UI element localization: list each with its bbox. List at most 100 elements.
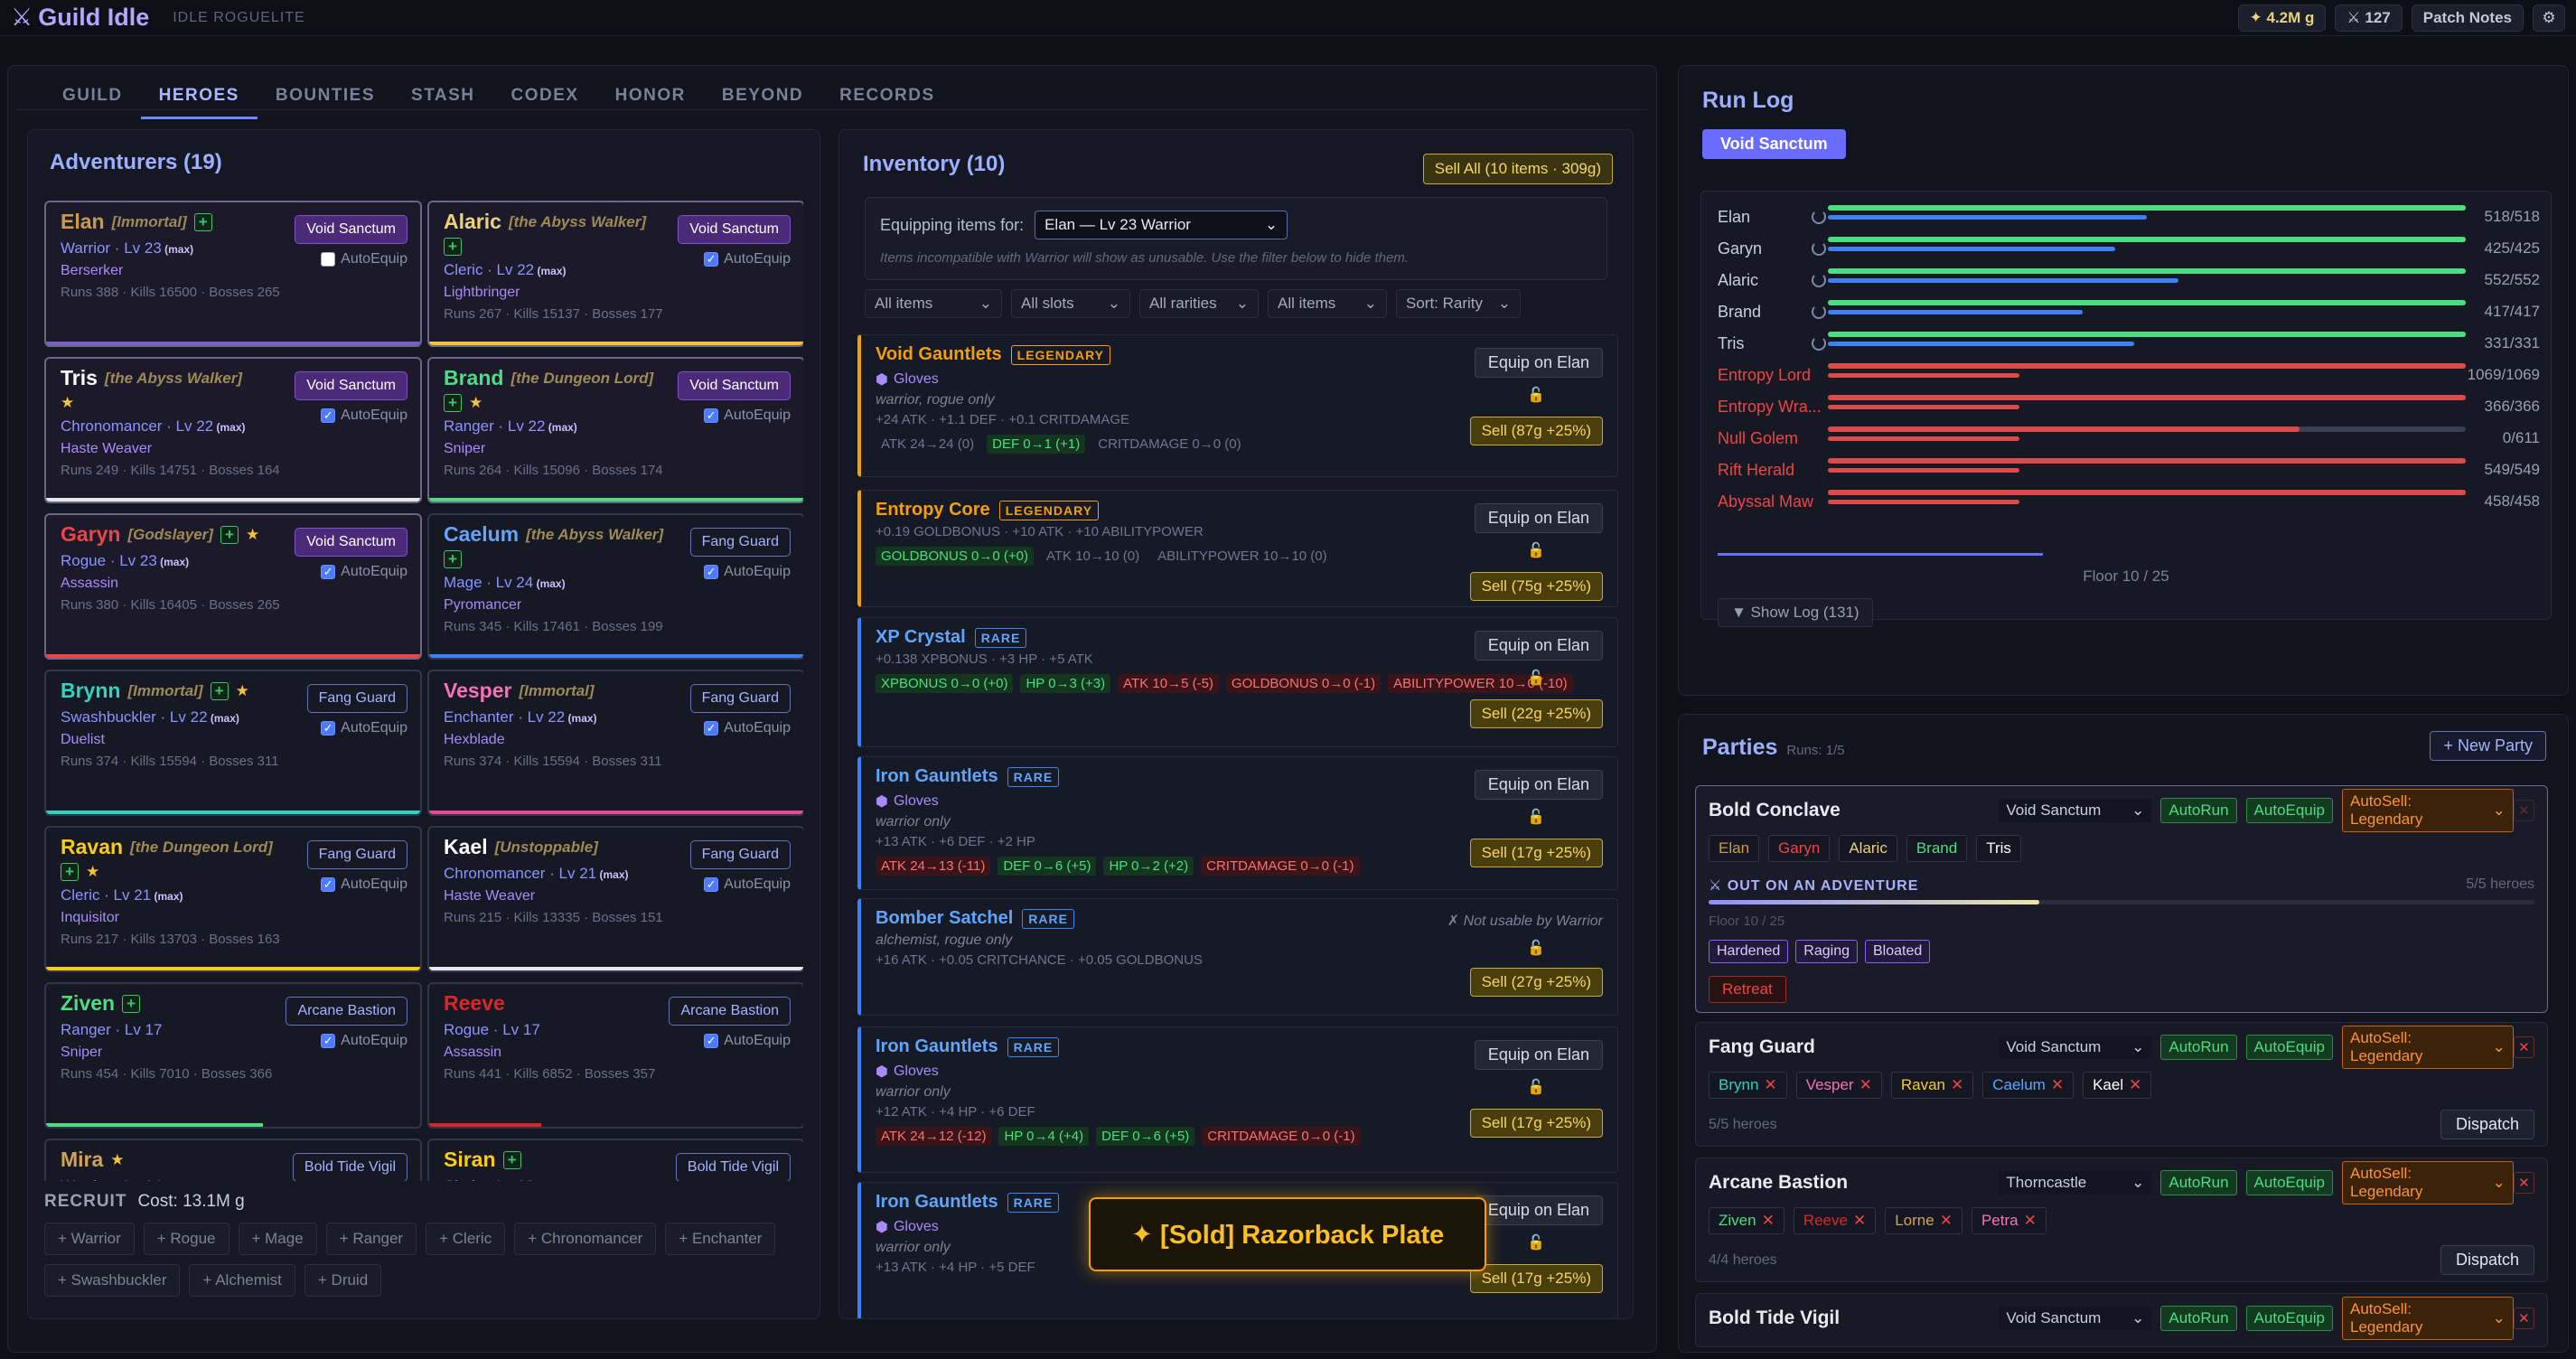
recruit-cleric-button[interactable]: + Cleric: [426, 1223, 506, 1255]
autoequip-toggle[interactable]: AutoEquip: [2245, 1170, 2333, 1195]
retreat-button[interactable]: Retreat: [1709, 976, 1786, 1003]
hero-card[interactable]: Mira★Warrior · Lv 14PaladinRuns 222 · Ki…: [44, 1139, 422, 1181]
dispatch-button[interactable]: Dispatch: [2440, 1245, 2534, 1275]
plus-icon[interactable]: +: [502, 1150, 521, 1169]
plus-icon[interactable]: +: [444, 238, 462, 256]
party-member[interactable]: Caelum ✕: [1982, 1072, 2075, 1099]
show-log-button[interactable]: ▼ Show Log (131): [1718, 598, 1873, 627]
autosell-select[interactable]: AutoSell: Legendary ⌄: [2342, 789, 2514, 832]
autoequip-toggle[interactable]: ✓ AutoEquip: [704, 251, 791, 267]
party-dungeon-select[interactable]: Thorncastle ⌄: [1999, 1171, 2152, 1195]
hero-party-button[interactable]: Fang Guard: [306, 684, 407, 713]
recruit-alchemist-button[interactable]: + Alchemist: [189, 1264, 295, 1297]
patch-notes-button[interactable]: Patch Notes: [2411, 4, 2524, 32]
recruit-mage-button[interactable]: + Mage: [238, 1223, 317, 1255]
hero-party-button[interactable]: Void Sanctum: [678, 215, 791, 244]
dispatch-button[interactable]: Dispatch: [2440, 1110, 2534, 1139]
checkbox-icon[interactable]: ✓: [321, 408, 336, 423]
autoequip-toggle[interactable]: ✓ AutoEquip: [321, 564, 407, 580]
autoequip-toggle[interactable]: ✓ AutoEquip: [704, 876, 791, 893]
recruit-rogue-button[interactable]: + Rogue: [143, 1223, 229, 1255]
autoequip-toggle[interactable]: ✓ AutoEquip: [321, 1033, 407, 1049]
close-icon[interactable]: ✕: [2513, 800, 2534, 821]
recruit-druid-button[interactable]: + Druid: [304, 1264, 382, 1297]
hero-party-button[interactable]: Void Sanctum: [678, 371, 791, 400]
autoequip-toggle[interactable]: ✓ AutoEquip: [321, 408, 407, 424]
tab-records[interactable]: RECORDS: [839, 86, 935, 105]
party-member[interactable]: Brand: [1906, 835, 1968, 862]
party-member[interactable]: Garyn: [1768, 835, 1831, 862]
sell-button[interactable]: Sell (27g +25%): [1469, 968, 1603, 997]
sell-button[interactable]: Sell (17g +25%): [1469, 839, 1603, 867]
remove-icon[interactable]: ✕: [2050, 1076, 2065, 1093]
hero-card[interactable]: Alaric [the Abyss Walker] + Cleric · Lv 22 …: [427, 201, 803, 347]
autorun-toggle[interactable]: AutoRun: [2160, 1170, 2237, 1195]
hero-party-button[interactable]: Arcane Bastion: [669, 997, 791, 1026]
remove-icon[interactable]: ✕: [1939, 1212, 1953, 1229]
filter-select[interactable]: All rarities ⌄: [1139, 289, 1259, 318]
checkbox-icon[interactable]: ✓: [321, 721, 336, 736]
equip-button[interactable]: Equip on Elan: [1474, 770, 1603, 800]
hero-card[interactable]: Brand [the Dungeon Lord] + ★ Ranger · Lv 22 …: [427, 357, 803, 503]
recruit-enchanter-button[interactable]: + Enchanter: [665, 1223, 776, 1255]
sell-button[interactable]: Sell (75g +25%): [1469, 572, 1603, 601]
tab-codex[interactable]: CODEX: [511, 86, 579, 105]
hero-card[interactable]: Tris [the Abyss Walker] ★ Chronomancer · Lv…: [44, 357, 422, 503]
hero-card[interactable]: Vesper [Immortal] Enchanter · Lv 22 (max) H…: [427, 670, 803, 816]
party-member[interactable]: Elan: [1709, 835, 1760, 862]
recruit-warrior-button[interactable]: + Warrior: [44, 1223, 135, 1255]
recruit-chronomancer-button[interactable]: + Chronomancer: [514, 1223, 657, 1255]
autosell-select[interactable]: AutoSell: Legendary ⌄: [2342, 1026, 2514, 1069]
lock-icon[interactable]: 🔓: [1527, 670, 1545, 686]
run-log-dungeon-tab[interactable]: Void Sanctum: [1702, 129, 1846, 159]
checkbox-icon[interactable]: ✓: [704, 721, 719, 736]
party-member[interactable]: Reeve ✕: [1793, 1207, 1877, 1234]
hero-card[interactable]: Kael [Unstoppable] Chronomancer · Lv 21 (m…: [427, 826, 803, 972]
new-party-button[interactable]: + New Party: [2430, 731, 2546, 761]
party-member[interactable]: Ziven ✕: [1709, 1207, 1784, 1234]
equip-button[interactable]: Equip on Elan: [1474, 631, 1603, 661]
hero-card[interactable]: Elan [Immortal] + Warrior · Lv 23 (max) Bers…: [44, 201, 422, 347]
hero-party-button[interactable]: Bold Tide Vigil: [292, 1153, 407, 1181]
party-member[interactable]: Tris: [1976, 835, 2021, 862]
hero-party-button[interactable]: Fang Guard: [689, 528, 791, 557]
party-dungeon-select[interactable]: Void Sanctum ⌄: [1999, 1036, 2152, 1059]
checkbox-icon[interactable]: ✓: [321, 877, 336, 892]
recruit-swashbuckler-button[interactable]: + Swashbuckler: [44, 1264, 181, 1297]
inventory-item[interactable]: Bomber Satchel RARE alchemist, rogue only +…: [857, 898, 1618, 1016]
autorun-toggle[interactable]: AutoRun: [2160, 1306, 2237, 1331]
hero-party-button[interactable]: Void Sanctum: [295, 215, 407, 244]
tab-honor[interactable]: HONOR: [614, 86, 686, 105]
autoequip-toggle[interactable]: ✓ AutoEquip: [704, 720, 791, 736]
inventory-item[interactable]: Iron Gauntlets RARE ⬢ Gloves warrior only +13…: [857, 756, 1618, 890]
autoequip-toggle[interactable]: AutoEquip: [2245, 1306, 2333, 1331]
recruit-ranger-button[interactable]: + Ranger: [325, 1223, 417, 1255]
lock-icon[interactable]: 🔓: [1527, 1080, 1545, 1095]
equip-button[interactable]: Equip on Elan: [1474, 1040, 1603, 1070]
gear-icon[interactable]: ⚙: [2533, 4, 2565, 32]
remove-icon[interactable]: ✕: [1852, 1212, 1867, 1229]
lock-icon[interactable]: 🔓: [1527, 810, 1545, 825]
party-member[interactable]: Petra ✕: [1971, 1207, 2047, 1234]
remove-icon[interactable]: ✕: [1764, 1076, 1777, 1093]
tab-heroes[interactable]: HEROES: [140, 77, 258, 119]
plus-icon[interactable]: +: [444, 550, 462, 568]
tab-bounties[interactable]: BOUNTIES: [275, 86, 376, 105]
hero-party-button[interactable]: Arcane Bastion: [286, 997, 407, 1026]
lock-icon[interactable]: 🔓: [1527, 1235, 1545, 1251]
party-member[interactable]: Brynn ✕: [1709, 1072, 1787, 1099]
filter-select[interactable]: Sort: Rarity ⌄: [1396, 289, 1521, 318]
tab-stash[interactable]: STASH: [411, 86, 475, 105]
sell-button[interactable]: Sell (17g +25%): [1469, 1264, 1603, 1293]
hero-party-button[interactable]: Fang Guard: [689, 840, 791, 869]
party-member[interactable]: Alaric: [1839, 835, 1897, 862]
close-icon[interactable]: ✕: [2513, 1307, 2534, 1329]
checkbox-icon[interactable]: [321, 252, 336, 267]
plus-icon[interactable]: +: [61, 863, 79, 881]
hero-card[interactable]: Ravan [the Dungeon Lord] + ★ Cleric · Lv 21 …: [44, 826, 422, 972]
checkbox-icon[interactable]: ✓: [704, 252, 719, 267]
close-icon[interactable]: ✕: [2513, 1036, 2534, 1058]
plus-icon[interactable]: +: [444, 394, 462, 412]
filter-select[interactable]: All items ⌄: [1268, 289, 1387, 318]
checkbox-icon[interactable]: ✓: [704, 408, 719, 423]
